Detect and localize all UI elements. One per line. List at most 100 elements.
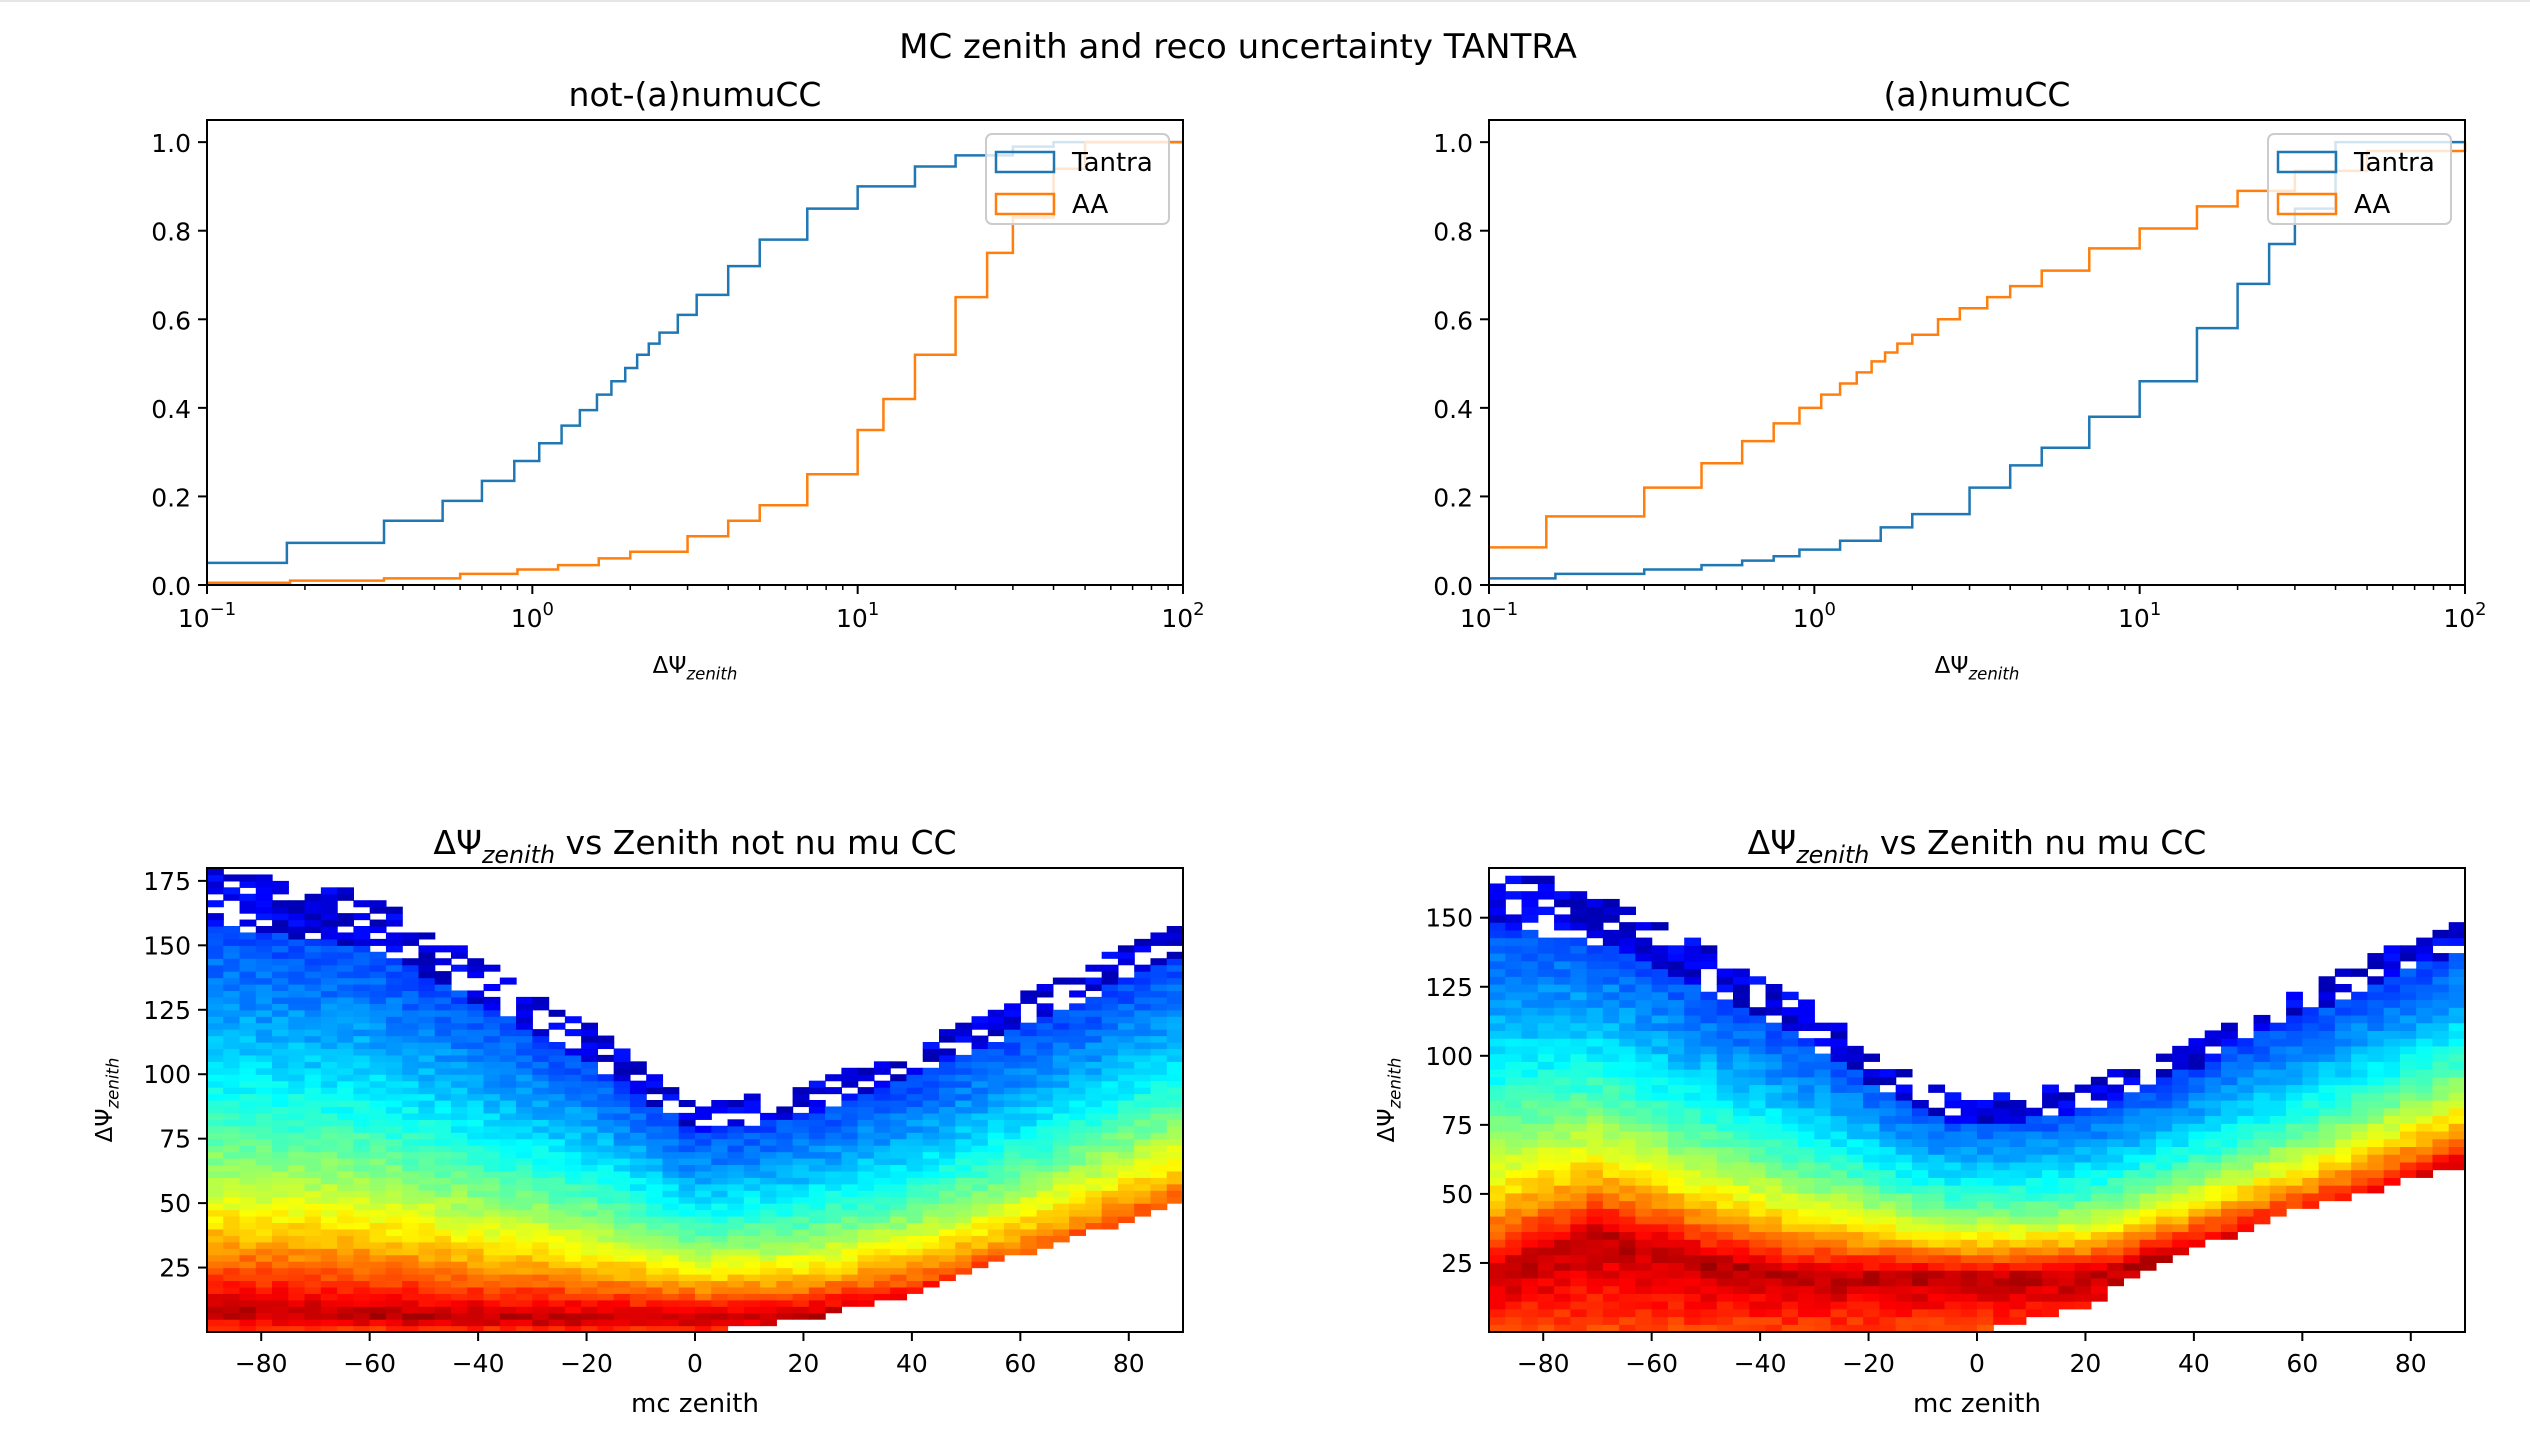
heatmap-cell — [1150, 1061, 1168, 1069]
heatmap-cell — [1085, 1022, 1103, 1030]
heatmap-cell — [385, 977, 403, 985]
heatmap-cell — [2334, 1185, 2352, 1194]
heatmap-cell — [2253, 1022, 2271, 1031]
heatmap-cell — [1863, 1239, 1880, 1248]
heatmap-cell — [1733, 1107, 1750, 1117]
heatmap-cell — [1993, 1262, 2011, 1271]
heatmap-cell — [857, 1254, 875, 1262]
heatmap-cell — [2302, 1123, 2320, 1132]
heatmap-cell — [467, 1222, 485, 1230]
heatmap-cell — [1537, 1177, 1555, 1186]
heatmap-cell — [1554, 1231, 1571, 1240]
heatmap-cell — [272, 1119, 289, 1127]
heatmap-cell — [581, 1132, 598, 1140]
heatmap-cell — [1521, 1069, 1539, 1078]
heatmap-cell — [1134, 1035, 1152, 1043]
heatmap-cell — [1635, 1007, 1653, 1016]
heatmap-cell — [434, 1274, 452, 1282]
heatmap-cell — [1700, 1161, 1718, 1171]
heatmap-cell — [1134, 990, 1152, 998]
heatmap-cell — [1928, 1169, 1946, 1178]
heatmap-cell — [2058, 1301, 2076, 1310]
heatmap-cell — [971, 1203, 989, 1211]
heatmap-cell — [1554, 1061, 1571, 1070]
heatmap-cell — [1667, 968, 1685, 977]
heatmap-cell — [1684, 1285, 1702, 1294]
heatmap-cell — [2058, 1231, 2076, 1240]
heatmap-cell — [1830, 1130, 1848, 1140]
heatmap-cell — [564, 1235, 582, 1243]
heatmap-cell — [564, 1100, 582, 1108]
heatmap-cell — [1667, 1262, 1685, 1271]
heatmap-cell — [2155, 1100, 2173, 1109]
heatmap-cell — [1846, 1115, 1864, 1124]
heatmap-cell — [1117, 1138, 1135, 1146]
heatmap-cell — [1619, 1007, 1636, 1016]
heatmap-cell — [223, 1196, 241, 1204]
heatmap-cell — [1036, 1164, 1054, 1172]
heatmap-cell — [1085, 1158, 1103, 1166]
heatmap-cell — [207, 1132, 224, 1140]
heatmap-cell — [890, 1061, 908, 1069]
x-tick-exp: 0 — [1825, 599, 1836, 620]
heatmap-cell — [207, 938, 224, 946]
heatmap-cell — [1602, 1123, 1620, 1132]
heatmap-cell — [857, 1112, 875, 1120]
heatmap-cell — [760, 1241, 777, 1249]
heatmap-cell — [418, 1125, 436, 1133]
heatmap-cell — [288, 1112, 306, 1120]
heatmap-cell — [516, 1009, 533, 1017]
heatmap-cell — [1749, 1200, 1767, 1209]
heatmap-cell — [1134, 1203, 1152, 1211]
heatmap-cell — [255, 1241, 273, 1249]
heatmap-cell — [1765, 1053, 1783, 1062]
heatmap-cell — [1134, 1100, 1152, 1108]
heatmap-cell — [207, 1196, 224, 1204]
heatmap-cell — [2172, 1076, 2190, 1086]
heatmap-cell — [1798, 1246, 1815, 1256]
heatmap-cell — [1830, 1208, 1848, 1217]
heatmap-cell — [548, 1164, 566, 1172]
heatmap-cell — [2253, 1061, 2271, 1070]
heatmap-cell — [1814, 1262, 1832, 1271]
heatmap-cell — [1085, 1016, 1103, 1024]
heatmap-cell — [272, 1235, 289, 1243]
figure-suptitle: MC zenith and reco uncertainty TANTRA — [899, 27, 1577, 67]
heatmap-cell — [1765, 1216, 1783, 1225]
heatmap-cell — [776, 1254, 794, 1262]
heatmap-cell — [1651, 1130, 1669, 1140]
heatmap-cell — [418, 1190, 436, 1198]
heatmap-cell — [906, 1106, 924, 1114]
heatmap-cell — [2009, 1308, 2027, 1318]
heatmap-cell — [223, 1106, 241, 1114]
heatmap-cell — [2367, 1022, 2385, 1031]
heatmap-cell — [1004, 1022, 1021, 1030]
heatmap-cell — [2334, 1130, 2352, 1140]
heatmap-cell — [272, 1325, 289, 1333]
heatmap-cell — [1911, 1154, 1929, 1163]
heatmap-cell — [1069, 1170, 1086, 1178]
heatmap-cell — [857, 1067, 875, 1075]
heatmap-cell — [369, 1190, 387, 1198]
heatmap-cell — [1521, 1115, 1539, 1124]
heatmap-cell — [1944, 1277, 1962, 1287]
heatmap-cell — [434, 1125, 452, 1133]
heatmap-cell — [516, 1274, 533, 1282]
heatmap-cell — [1570, 906, 1588, 915]
heatmap-cell — [2058, 1138, 2076, 1147]
heatmap-cell — [2042, 1177, 2059, 1186]
heatmap-cell — [841, 1241, 859, 1249]
heatmap-cell — [808, 1306, 826, 1314]
heatmap-cell — [1765, 1100, 1783, 1109]
heatmap-cell — [1765, 1076, 1783, 1086]
heatmap-cell — [743, 1183, 761, 1191]
heatmap-cell — [825, 1151, 842, 1159]
heatmap-cell — [1928, 1324, 1946, 1333]
heatmap-cell — [1117, 951, 1135, 959]
x-tick-base: 10 — [1161, 604, 1193, 633]
heatmap-cell — [272, 1203, 289, 1211]
heatmap-cell — [1960, 1239, 1978, 1248]
heatmap-cell — [1554, 999, 1571, 1008]
heatmap-cell — [2074, 1107, 2092, 1117]
heatmap-cell — [613, 1106, 631, 1114]
